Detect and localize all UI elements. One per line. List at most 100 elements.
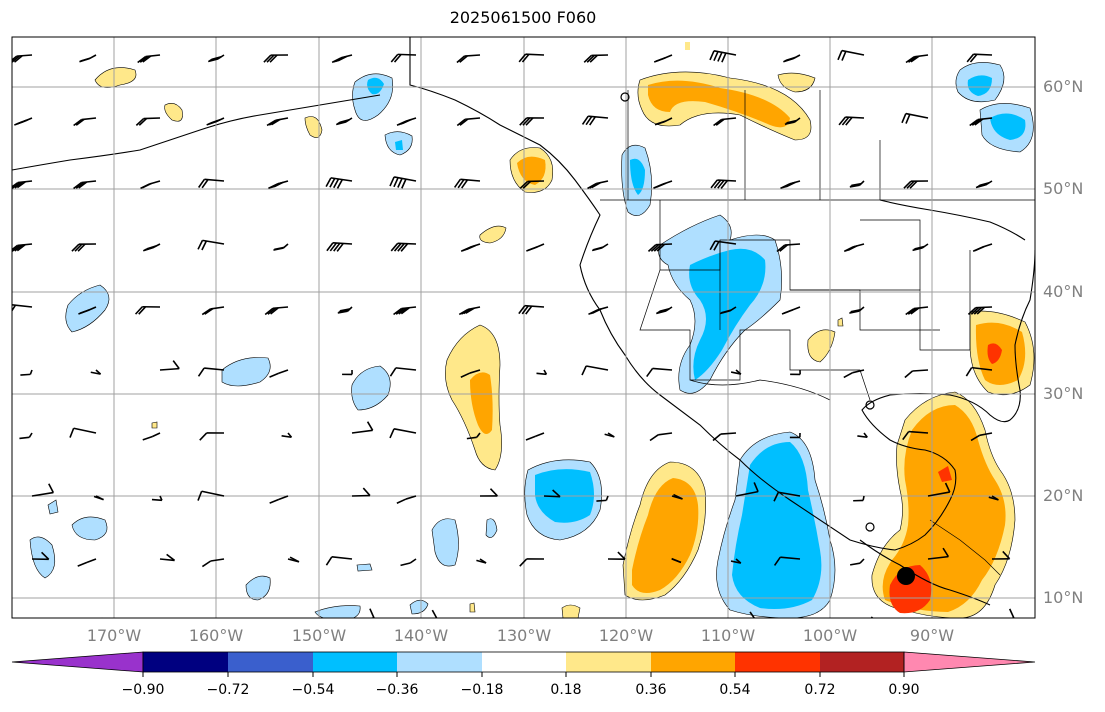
wind-barb <box>204 367 225 371</box>
wind-barb-feather <box>12 304 13 306</box>
wind-barb-feather <box>905 114 911 124</box>
wind-barb-feather <box>713 118 723 127</box>
fill-blue-region <box>990 113 1026 140</box>
wind-barbs <box>12 49 1015 618</box>
colorbar-tick-label: 0.18 <box>550 682 582 698</box>
station-marker <box>865 522 875 532</box>
wind-barb-feather <box>401 178 407 189</box>
wind-barb-feather <box>581 365 587 376</box>
wind-barb-feather <box>720 180 729 189</box>
lat-label: 40°N <box>1043 282 1084 301</box>
wind-barb-feather <box>976 306 986 315</box>
wind-barb-feather <box>973 306 983 315</box>
wind-barb-feather <box>41 551 50 560</box>
wind-barb <box>395 367 417 371</box>
wind-barb <box>28 432 33 438</box>
wind-barb-feather <box>773 491 780 502</box>
lon-label: 160°W <box>188 626 244 645</box>
wind-barb-feather <box>942 547 950 558</box>
wind-barb-feather <box>137 55 147 64</box>
colorbar-bin <box>651 652 735 672</box>
wind-barb-feather <box>519 180 529 189</box>
wind-barb-feather <box>201 240 208 251</box>
wind-barb-feather <box>659 308 670 313</box>
lon-label: 170°W <box>86 626 142 645</box>
lon-label: 90°W <box>909 626 955 645</box>
wind-barb-feather <box>393 242 402 252</box>
wind-barb-feather <box>589 116 596 126</box>
wind-barb <box>778 491 801 497</box>
wind-barb <box>86 558 97 564</box>
wind-barb-feather <box>709 50 715 61</box>
wind-barb-feather <box>362 487 371 497</box>
wind-barb <box>393 428 417 434</box>
wind-barb-feather <box>197 178 206 188</box>
wind-barb-feather <box>525 435 536 441</box>
wind-barb-feather <box>166 553 176 562</box>
colorbar-low-extend <box>11 651 144 673</box>
wind-barb-feather <box>519 558 528 567</box>
wind-barb <box>476 432 481 438</box>
fill-light-blue-region <box>485 518 498 538</box>
wind-barb-feather <box>339 119 350 124</box>
plot-frame <box>11 36 1036 619</box>
fill-yellow-region <box>685 42 690 50</box>
wind-barb-feather <box>135 117 145 126</box>
fill-light-blue-region <box>65 284 110 333</box>
wind-barb-feather <box>838 116 847 126</box>
wind-barb <box>409 558 417 564</box>
wind-barb-feather <box>273 181 284 188</box>
wind-barb-feather <box>905 307 915 316</box>
wind-barb-feather <box>591 308 602 314</box>
wind-barb-feather <box>908 55 918 63</box>
wind-barb <box>210 558 225 562</box>
wind-barb-feather <box>525 305 533 315</box>
wind-barb <box>927 491 950 497</box>
wind-barb-feather <box>966 53 975 63</box>
wind-barb-feather <box>647 244 657 252</box>
wind-barb-feather <box>974 118 984 126</box>
wind-barb <box>927 555 949 560</box>
wind-barb-feather <box>776 244 786 253</box>
wind-barb-feather <box>753 482 759 492</box>
wind-barb-feather <box>390 242 399 252</box>
wind-barb-feather <box>142 55 152 63</box>
wind-barb-feather <box>393 307 403 316</box>
wind-barb-feather <box>591 181 601 189</box>
wind-barb <box>159 558 175 562</box>
wind-barb-feather <box>264 307 274 316</box>
wind-barb-feather <box>201 560 212 568</box>
wind-barb <box>859 558 865 564</box>
wind-barb-feather <box>655 57 666 63</box>
wind-barb-feather <box>199 432 208 441</box>
wind-barb-feather <box>779 244 788 252</box>
wind-barb-feather <box>73 118 83 127</box>
wind-barb-feather <box>650 243 660 252</box>
wind-barb <box>971 366 993 371</box>
wind-barb <box>852 369 865 374</box>
wind-barb-feather <box>201 308 211 316</box>
graticule <box>12 37 1035 618</box>
wind-barb-feather <box>400 562 411 567</box>
colorbar-tick-label: 0.72 <box>804 682 836 698</box>
wind-barb <box>586 365 609 371</box>
wind-barb <box>29 369 33 375</box>
wind-barb-feather <box>969 53 978 63</box>
wind-barb <box>534 432 545 438</box>
fill-light-blue-region <box>431 518 459 567</box>
wind-barb-feather <box>967 307 977 315</box>
wind-barb-feather <box>649 434 659 442</box>
wind-barb-feather <box>69 427 75 438</box>
colorbar-bin <box>313 652 397 672</box>
wind-barb <box>31 491 54 497</box>
wind-barb-feather <box>552 489 561 498</box>
wind-barb-feather <box>329 178 336 188</box>
wind-barb-feather <box>843 371 853 379</box>
wind-barb-feather <box>518 53 527 63</box>
fill-yellow-region <box>151 421 158 429</box>
wind-barb-feather <box>713 51 719 62</box>
wind-barb-feather <box>397 243 405 252</box>
wind-barb-feather <box>400 307 410 315</box>
wind-barb-feather <box>197 490 203 501</box>
